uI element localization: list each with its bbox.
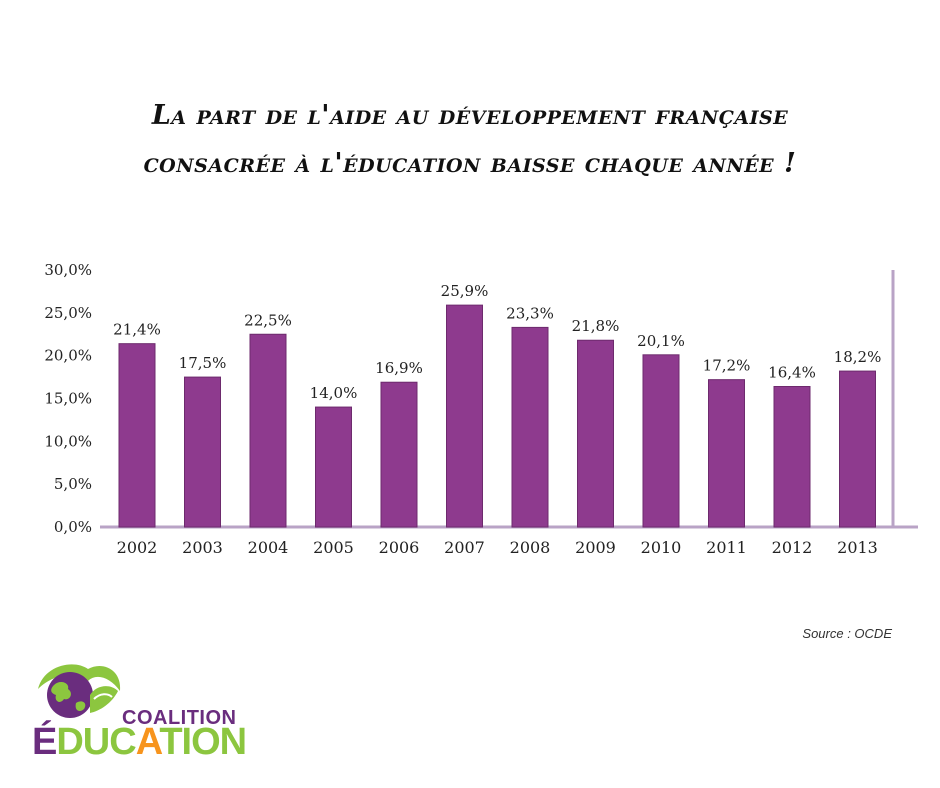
- y-tick-label: 5,0%: [54, 475, 92, 493]
- bar: [184, 376, 221, 528]
- bar: [773, 386, 811, 528]
- source-note: Source : OCDE: [802, 626, 892, 641]
- title-line-1: La part de l'aide au développement franç…: [151, 100, 789, 131]
- y-tick-label: 0,0%: [54, 518, 92, 536]
- data-label: 22,5%: [244, 311, 292, 329]
- coalition-education-logo: COALITION ÉDUCATION: [30, 655, 247, 765]
- data-label: 21,4%: [113, 321, 161, 339]
- logo-text-coalition: COALITION: [122, 707, 237, 729]
- x-tick-label: 2003: [182, 538, 223, 557]
- data-label: 25,9%: [441, 282, 489, 300]
- title-line-2: consacrée à l'éducation baisse chaque an…: [143, 148, 797, 179]
- data-label: 23,3%: [506, 304, 554, 322]
- data-label: 16,4%: [768, 364, 816, 382]
- x-tick-label: 2011: [706, 538, 747, 557]
- logo-letter: A: [135, 721, 161, 763]
- data-label: 17,5%: [179, 354, 227, 372]
- x-tick-label: 2007: [444, 538, 485, 557]
- chart-title: La part de l'aide au développement franç…: [60, 92, 880, 188]
- x-tick-label: 2002: [117, 538, 158, 557]
- bar: [380, 381, 418, 528]
- bar: [249, 333, 287, 528]
- bar: [118, 343, 156, 528]
- bar: [839, 370, 876, 528]
- bar: [315, 406, 352, 528]
- logo-text-education: ÉDUCATION: [32, 721, 247, 764]
- y-tick-label: 20,0%: [44, 347, 92, 365]
- bar: [708, 379, 745, 528]
- logo-letter: TION: [159, 721, 247, 763]
- data-label: 17,2%: [703, 357, 751, 375]
- x-tick-label: 2006: [379, 538, 420, 557]
- data-label: 18,2%: [834, 348, 882, 366]
- y-tick-label: 25,0%: [44, 304, 92, 322]
- x-tick-label: 2004: [248, 538, 289, 557]
- logo-letter: DUC: [56, 721, 136, 763]
- data-label: 20,1%: [637, 332, 685, 350]
- logo-letter: É: [32, 721, 57, 763]
- data-label: 16,9%: [375, 359, 423, 377]
- y-tick-label: 15,0%: [44, 390, 92, 408]
- x-tick-label: 2010: [641, 538, 682, 557]
- data-label: 21,8%: [572, 317, 620, 335]
- bar: [642, 354, 680, 528]
- x-tick-label: 2009: [575, 538, 616, 557]
- bar: [446, 304, 483, 528]
- x-tick-label: 2013: [837, 538, 878, 557]
- bar: [577, 339, 614, 528]
- x-tick-label: 2008: [510, 538, 551, 557]
- data-label: 14,0%: [310, 384, 358, 402]
- x-tick-label: 2012: [772, 538, 813, 557]
- y-tick-label: 30,0%: [44, 261, 92, 279]
- bar-chart: 0,0% 5,0% 10,0% 15,0% 20,0% 25,0% 30,0% 21,4% 20…: [44, 261, 918, 557]
- bar: [511, 326, 549, 528]
- y-tick-label: 10,0%: [44, 432, 92, 450]
- x-tick-label: 2005: [313, 538, 354, 557]
- globe-book-icon: [38, 664, 121, 718]
